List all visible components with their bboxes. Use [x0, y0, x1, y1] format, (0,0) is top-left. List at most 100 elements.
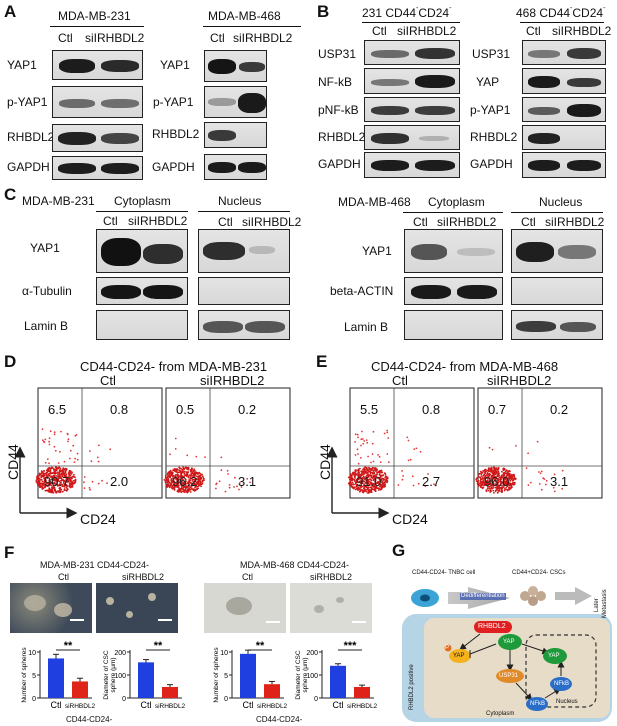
- panel-a-right-cell: MDA-MB-468: [208, 9, 281, 23]
- blot-a-231-yap1: [52, 50, 143, 80]
- panel-e-xlabel: CD24: [392, 511, 428, 527]
- bar-chart-468-spheres: 0 5 10 Ctl siRHBDL2 ** Number of spheres: [213, 640, 288, 710]
- panel-a-right-ctl: Ctl: [210, 31, 225, 45]
- panel-a-left-ctl: Ctl: [58, 31, 73, 45]
- facs-e1-q3: 96.0: [484, 474, 510, 489]
- panel-d-plot-0-label: Ctl: [100, 373, 116, 388]
- panel-c-left-ctl: Ctl: [103, 214, 118, 228]
- facs-events: [347, 429, 437, 494]
- blot-c-231-cyto-tubulin: [96, 277, 188, 305]
- panel-a-right-si: siIRHBDL2: [233, 31, 293, 45]
- panel-c-right-nuc-si: siIRHBDL2: [545, 215, 605, 229]
- facs-plot-d-si: [163, 387, 291, 499]
- blot-b-468-pyap1: [522, 97, 606, 122]
- panel-a-right-row-1: p-YAP1: [153, 95, 194, 109]
- panel-b-left-row-2: pNF-kB: [318, 103, 359, 117]
- panel-f-right-footer: CD44-CD24-: [256, 715, 303, 724]
- panel-f-right-si: siRHBDL2: [310, 572, 353, 582]
- bar-sig: ***: [344, 640, 358, 652]
- blot-c-468-cyto-laminb: [404, 310, 503, 340]
- sphere-photo-231-ctl: [10, 583, 92, 633]
- bar-ctl: [330, 665, 346, 698]
- blot-c-231-nuc-yap1: [198, 229, 290, 273]
- bar-cat-ctl: Ctl: [243, 700, 254, 710]
- bar-cat-si: siRHBDL2: [155, 703, 186, 710]
- panel-d-xlabel: CD24: [80, 511, 116, 527]
- pathway-cytoplasm-label: Cytoplasm: [486, 711, 515, 717]
- facs-d0-q2: 0.8: [110, 402, 129, 417]
- sphere-photo-231-si: [96, 583, 178, 633]
- bar-cat-ctl: Ctl: [51, 700, 62, 710]
- panel-c-letter: C: [4, 185, 17, 204]
- panel-b-right-row-1: YAP: [476, 75, 500, 89]
- blot-c-231-nuc-tubulin: [198, 277, 290, 305]
- bar-y-tick-label: 0: [314, 696, 318, 703]
- pathway-usp31-node: USP31: [499, 673, 519, 679]
- facs-d1-q2: 0.2: [238, 402, 257, 417]
- bar-cat-si: siRHBDL2: [65, 703, 96, 710]
- bar-y-tick-label: 0: [122, 696, 126, 703]
- bar-y-tick-label: 10: [28, 650, 36, 657]
- sphere-photo-468-ctl: [204, 583, 286, 633]
- bar-ctl: [48, 658, 64, 698]
- panel-c-right-cyto: Cytoplasm: [428, 195, 485, 209]
- bar-y-tick-label: 5: [224, 673, 228, 680]
- facs-e0-q1: 5.5: [360, 402, 379, 417]
- panel-b-letter: B: [317, 2, 330, 21]
- blot-a-468-pyap1: [204, 86, 267, 118]
- blot-c-468-cyto-yap1: [404, 229, 503, 273]
- blot-b-468-yap: [522, 68, 606, 94]
- blot-a-468-rhbdl2: [204, 122, 267, 148]
- bar-cat-ctl: Ctl: [333, 700, 344, 710]
- panel-b-left-row-0: USP31: [318, 47, 357, 61]
- facs-plot-e-ctl: [347, 387, 475, 499]
- blot-b-231-pnfkb: [364, 97, 460, 122]
- panel-c-right-row-1: beta-ACTIN: [330, 284, 394, 298]
- pathway-yap-p-node: YAP: [453, 653, 465, 659]
- panel-c-right-nuc: Nucleus: [539, 195, 583, 209]
- bar-y-tick-label: 200: [114, 650, 126, 657]
- bar-ylabel-1: Diameter of CSC: [295, 650, 302, 699]
- panel-c-left-row-2: Lamin B: [24, 319, 69, 333]
- pathway-nfkb-c-node: NFkB: [530, 701, 545, 707]
- blot-b-468-gapdh: [522, 152, 606, 178]
- pathway-csc-label: CD44+CD24- CSCs: [512, 570, 566, 576]
- panel-c-left-nuc: Nucleus: [218, 194, 262, 208]
- facs-e0-q2: 0.8: [422, 402, 441, 417]
- pathway-yap-c-node: YAP: [503, 639, 515, 645]
- panel-c-left-nuc-si: siIRHBDL2: [242, 215, 302, 229]
- facs-plot-d-ctl: [35, 387, 163, 499]
- panel-d-letter: D: [4, 352, 17, 371]
- blot-c-231-nuc-laminb: [198, 310, 290, 340]
- blot-b-231-usp31: [364, 40, 460, 65]
- panel-b-right-row-4: GAPDH: [470, 157, 513, 171]
- panel-c-right-ctl: Ctl: [413, 215, 428, 229]
- bar-ylabel: Number of spheres: [21, 647, 28, 703]
- panel-f-right-ctl: Ctl: [242, 572, 253, 582]
- bar-cat-ctl: Ctl: [141, 700, 152, 710]
- panel-d-plot-1-label: siIRHBDL2: [200, 373, 265, 388]
- bar-ylabel-2: sphere (μm): [110, 657, 117, 692]
- facs-e1-q2: 0.2: [550, 402, 569, 417]
- panel-c-right-row-2: Lamin B: [344, 320, 389, 334]
- panel-c-right-si: siIRHBDL2: [437, 215, 497, 229]
- sphere-photo-468-si: [290, 583, 372, 633]
- blot-a-231-rhbdl2: [52, 124, 143, 152]
- pathway-nfkb-n-node: NFkB: [554, 681, 569, 687]
- panel-f-left-ctl: Ctl: [58, 572, 69, 582]
- facs-e0-q3: 91.0: [356, 474, 382, 489]
- bar-si: [72, 681, 88, 698]
- bar-sig: **: [256, 640, 265, 652]
- panel-a-left-row-0: YAP1: [7, 58, 37, 72]
- facs-events: [475, 440, 564, 494]
- facs-e1-q1: 0.7: [488, 402, 507, 417]
- facs-events: [163, 437, 251, 494]
- pathway-yap-n-node: YAP: [548, 653, 560, 659]
- panel-g-letter: G: [392, 541, 406, 560]
- panel-c-left-cell: MDA-MB-231: [22, 194, 95, 208]
- panel-c-left-nuc-ctl: Ctl: [218, 215, 233, 229]
- panel-b-left-ctl: Ctl: [372, 24, 387, 38]
- bar-ylabel-2: sphere (μm): [302, 657, 309, 692]
